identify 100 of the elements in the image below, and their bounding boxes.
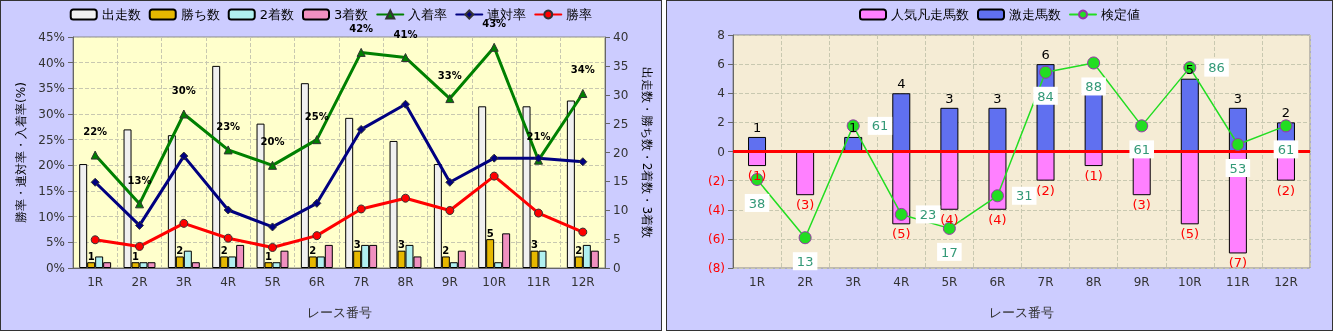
y-tick-label: 10% (38, 209, 65, 224)
x-tick-label: 1R (87, 275, 104, 289)
data-label: 88 (1085, 79, 1102, 95)
data-label: 22% (83, 126, 108, 138)
point (90, 177, 100, 187)
data-label: 1 (265, 250, 273, 262)
data-label: (4) (940, 211, 959, 227)
data-label: (3) (795, 197, 815, 213)
x-tick-label: 11R (1226, 275, 1250, 289)
data-label: 1 (87, 250, 95, 262)
point (135, 199, 144, 209)
point (179, 218, 189, 228)
point (1231, 138, 1245, 152)
y2-tick-label: 20 (613, 145, 629, 160)
data-label: 17 (941, 244, 958, 260)
bar (940, 107, 959, 152)
data-label: 33% (437, 69, 462, 81)
x-tick-label: 12R (1274, 275, 1298, 289)
legend-label: 3着数 (334, 7, 369, 22)
x-tick-label: 3R (845, 275, 862, 289)
legend-label: 勝ち数 (180, 7, 220, 22)
data-label: 61 (871, 118, 889, 134)
point (135, 220, 144, 230)
data-label: 2 (309, 244, 317, 256)
data-label: 61 (1133, 142, 1150, 158)
data-label: (3) (1132, 197, 1151, 213)
bar (988, 107, 1007, 152)
point (489, 171, 499, 181)
legend-label: 人気凡走馬数 (891, 7, 969, 22)
x-tick-label: 12R (571, 275, 595, 289)
point (445, 94, 455, 104)
data-label: 61 (1277, 142, 1295, 158)
y2-tick-label: 10 (613, 203, 629, 218)
x-tick-label: 7R (1037, 275, 1054, 289)
data-label: 3 (353, 239, 361, 251)
x-tick-label: 1R (749, 275, 766, 289)
data-label: 42% (349, 23, 374, 35)
point (445, 177, 455, 187)
point (179, 109, 189, 119)
bar (940, 151, 959, 210)
point (312, 231, 322, 241)
data-label: 2 (1281, 105, 1291, 121)
y-tick-label: 30% (38, 107, 65, 121)
data-label: 13 (796, 254, 814, 270)
legend-label: 勝率 (566, 7, 593, 22)
y2-tick-label: 0 (613, 261, 621, 275)
x-tick-label: 8R (397, 275, 414, 289)
point (90, 235, 100, 245)
point (223, 205, 233, 215)
point (990, 189, 1004, 203)
data-label: 2 (575, 244, 583, 256)
data-label: 3 (945, 90, 954, 106)
data-label: 5 (486, 227, 494, 239)
x-tick-label: 10R (482, 275, 506, 289)
x-tick-label: 8R (1085, 275, 1102, 289)
bar (748, 151, 767, 167)
y-tick-label: 40% (38, 55, 65, 70)
data-label: 23 (919, 206, 937, 222)
point (356, 204, 366, 214)
x-axis-title: レース番号 (306, 305, 372, 320)
data-label: (5) (1180, 226, 1199, 242)
data-label: (5) (892, 226, 911, 242)
y-axis-title: 勝率・連対率・入着率(%) (14, 82, 28, 223)
y2-tick-label: 30 (613, 87, 629, 102)
legend-label: 検定値 (1101, 7, 1140, 22)
x-tick-label: 4R (220, 275, 237, 289)
bar (796, 151, 815, 196)
point (489, 153, 499, 163)
y-tick-label: 15% (38, 184, 65, 198)
x-tick-label: 6R (989, 275, 1006, 289)
x-tick-label: 9R (1133, 275, 1150, 289)
data-label: 5 (1185, 61, 1194, 77)
point (578, 88, 588, 98)
y-tick-label: (8) (708, 261, 725, 275)
y-tick-label: 8 (717, 28, 725, 42)
y-tick-label: 0 (717, 144, 725, 159)
data-label: 86 (1208, 60, 1225, 76)
x-tick-label: 9R (441, 275, 458, 289)
point (798, 231, 812, 245)
y2-tick-label: 40 (613, 30, 629, 44)
legend-label: 出走数 (101, 7, 141, 22)
x-axis-title: レース番号 (989, 305, 1054, 320)
point (312, 198, 322, 208)
data-label: 31 (1015, 188, 1033, 204)
x-tick-label: 5R (941, 275, 958, 289)
legend-label: 2着数 (259, 7, 295, 22)
y-tick-label: (4) (708, 202, 725, 217)
data-label: 2 (220, 244, 228, 256)
data-label: 2 (176, 244, 184, 256)
legend-label: 入着率 (408, 7, 448, 22)
y-tick-label: 0% (45, 261, 65, 275)
bar (1180, 151, 1199, 225)
point (894, 207, 908, 221)
point (401, 193, 410, 203)
x-tick-label: 6R (308, 275, 325, 289)
bar (748, 136, 767, 152)
data-label: 1 (132, 250, 140, 262)
data-label: 84 (1037, 88, 1054, 104)
point (223, 145, 233, 155)
x-tick-label: 5R (264, 275, 281, 289)
